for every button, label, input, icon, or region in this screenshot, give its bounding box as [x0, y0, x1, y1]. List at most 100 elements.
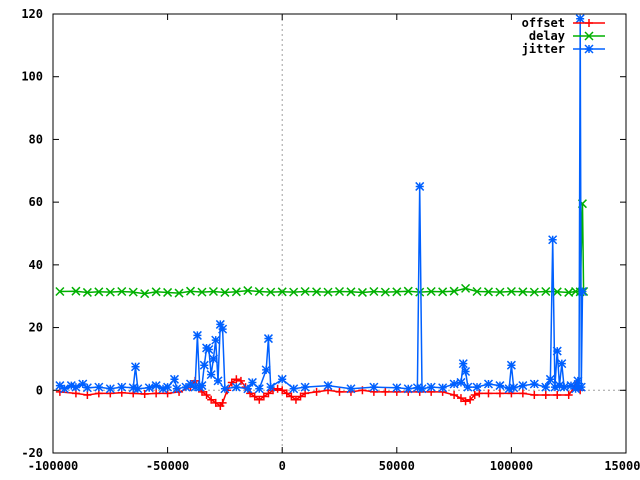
data-point-jitter — [403, 384, 413, 394]
data-point-delay — [472, 286, 482, 297]
data-point-jitter — [158, 384, 168, 394]
data-point-offset — [202, 390, 211, 399]
data-point-jitter — [243, 384, 253, 394]
data-point-jitter — [55, 381, 65, 391]
data-point-delay — [438, 287, 448, 297]
data-point-jitter — [254, 384, 264, 394]
data-point-jitter — [483, 379, 494, 389]
data-point-offset — [495, 389, 504, 398]
data-point-delay — [163, 287, 173, 297]
data-point-offset — [152, 389, 161, 398]
data-point-jitter — [426, 382, 436, 392]
data-point-delay — [518, 287, 528, 297]
data-point-jitter — [163, 382, 173, 392]
legend-label-jitter: jitter — [522, 42, 565, 56]
data-point-jitter — [261, 365, 271, 375]
data-point-delay — [71, 286, 81, 296]
data-point-delay — [94, 287, 104, 297]
data-point-delay — [403, 286, 413, 296]
data-point-offset — [381, 387, 390, 396]
data-point-jitter — [557, 359, 567, 369]
data-point-offset — [475, 389, 484, 398]
y-tick-label: 60 — [29, 195, 43, 209]
data-point-jitter — [215, 319, 225, 329]
x-tick-label: 150000 — [604, 459, 640, 473]
data-point-delay — [174, 288, 184, 298]
data-point-jitter — [208, 354, 218, 364]
data-point-delay — [415, 287, 425, 297]
data-point-jitter — [218, 324, 228, 334]
data-point-jitter — [71, 382, 81, 392]
data-point-jitter — [105, 384, 115, 394]
data-point-offset — [232, 375, 241, 384]
data-point-jitter — [550, 382, 560, 392]
data-point-jitter — [266, 382, 276, 392]
data-point-jitter — [94, 382, 104, 392]
data-point-jitter — [392, 383, 402, 393]
data-point-jitter — [133, 384, 143, 394]
series-line-jitter — [59, 18, 584, 391]
data-point-delay — [55, 286, 65, 297]
data-point-offset — [227, 378, 236, 387]
y-tick-label: 0 — [36, 383, 43, 397]
data-point-delay — [369, 286, 379, 297]
data-point-jitter — [247, 377, 257, 387]
data-point-jitter — [573, 376, 583, 386]
data-point-offset — [450, 390, 459, 399]
data-point-jitter — [369, 382, 379, 392]
data-point-jitter — [555, 381, 565, 391]
data-point-jitter — [211, 335, 221, 345]
x-tick-label: 0 — [279, 459, 286, 473]
data-point-offset — [273, 384, 282, 393]
series-jitter — [55, 14, 587, 394]
legend-label-delay: delay — [529, 29, 565, 43]
data-point-offset — [541, 390, 550, 399]
data-point-delay — [117, 286, 127, 297]
data-point-delay — [541, 286, 551, 297]
data-point-delay — [334, 286, 345, 297]
y-tick-label: 120 — [21, 7, 43, 21]
data-point-delay — [140, 289, 150, 299]
data-point-jitter — [412, 383, 422, 393]
data-point-jitter — [415, 181, 425, 191]
data-point-delay — [105, 287, 115, 297]
data-point-jitter — [144, 383, 154, 393]
data-point-delay — [82, 287, 92, 297]
data-point-delay — [208, 286, 218, 297]
data-point-jitter — [571, 384, 581, 394]
x-tick-label: 100000 — [490, 459, 533, 473]
x-tick-label: 50000 — [379, 459, 415, 473]
data-point-jitter — [172, 384, 182, 394]
data-point-delay — [449, 286, 459, 296]
data-point-offset — [518, 389, 527, 398]
data-point-delay — [312, 287, 322, 297]
data-point-delay — [185, 286, 196, 296]
data-point-delay — [483, 287, 494, 297]
data-point-delay — [529, 287, 539, 297]
data-point-offset — [218, 398, 227, 407]
data-point-delay — [128, 287, 138, 297]
y-tick-label: 100 — [21, 70, 43, 84]
data-point-delay — [357, 287, 367, 297]
data-point-delay — [426, 286, 436, 297]
data-point-offset — [530, 390, 539, 399]
data-point-delay — [506, 286, 516, 297]
data-point-delay — [220, 287, 230, 297]
data-point-offset — [207, 395, 216, 404]
data-point-jitter — [509, 383, 519, 393]
data-point-jitter — [456, 377, 466, 387]
data-point-offset — [484, 389, 493, 398]
data-point-offset — [282, 389, 291, 398]
data-point-jitter — [185, 379, 196, 389]
data-point-offset — [296, 392, 305, 401]
data-point-offset — [140, 390, 149, 399]
data-point-jitter — [472, 382, 482, 392]
data-point-jitter — [449, 379, 459, 389]
data-point-offset — [278, 386, 287, 395]
data-point-jitter — [300, 382, 310, 392]
plot-border — [52, 13, 627, 454]
data-point-jitter — [277, 374, 287, 384]
data-point-jitter — [263, 334, 273, 344]
